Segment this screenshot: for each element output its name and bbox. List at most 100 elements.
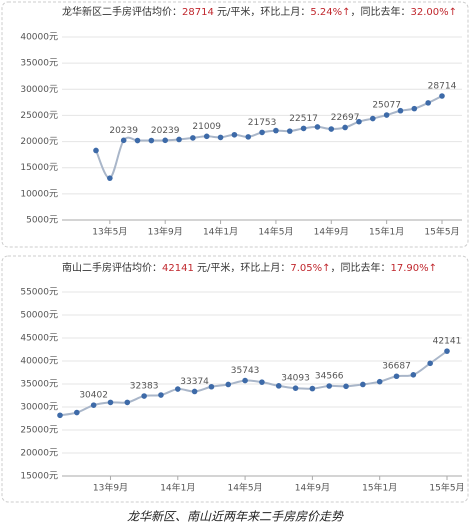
point: [427, 360, 433, 367]
point: [90, 402, 97, 408]
data-label: 25077: [372, 101, 401, 111]
point: [191, 388, 198, 395]
point: [342, 124, 348, 131]
header-yoy-label: ，同比去年：: [351, 5, 411, 18]
y-tick-label: 15000元: [20, 472, 58, 482]
data-label: 20239: [109, 126, 138, 136]
point: [107, 399, 114, 406]
point: [356, 118, 362, 125]
x-tick-label: 15年5月: [424, 226, 459, 238]
point: [124, 399, 131, 406]
y-tick-label: 25000元: [20, 111, 58, 121]
point: [208, 383, 215, 390]
point: [245, 134, 252, 140]
data-label: 34093: [281, 374, 310, 384]
point: [225, 381, 232, 388]
header-yoy: 32.00%↑: [411, 7, 458, 18]
data-label: 32383: [130, 382, 159, 392]
y-tick-label: 10000元: [20, 189, 58, 199]
data-label: 22697: [331, 113, 360, 123]
header: 龙华新区二手房评估均价：28714 元/平米，环比上月：5.24%↑，同比去年：…: [62, 5, 457, 18]
point: [141, 393, 147, 399]
point: [292, 385, 299, 391]
point: [162, 137, 168, 144]
y-tick-label: 15000元: [20, 163, 58, 173]
point: [360, 381, 366, 388]
point: [231, 131, 238, 138]
point: [286, 128, 293, 134]
x-tick-label: 15年1月: [362, 482, 397, 494]
point: [275, 383, 282, 389]
x-tick-label: 13年9月: [148, 226, 183, 238]
point: [425, 100, 431, 106]
point: [370, 115, 376, 122]
header-price: 28714: [182, 7, 214, 18]
header-mom: 7.05%↑: [290, 263, 330, 274]
point: [74, 409, 80, 416]
y-tick-label: 45000元: [20, 334, 58, 344]
x-tick-label: 14年5月: [258, 226, 293, 238]
point: [134, 137, 141, 144]
y-tick-label: 20000元: [20, 449, 58, 459]
x-tick-label: 14年1月: [160, 482, 195, 494]
x-tick-label: 14年9月: [314, 226, 349, 238]
point: [393, 373, 400, 380]
point: [217, 134, 224, 141]
data-label: 36687: [382, 362, 411, 372]
point: [273, 127, 279, 134]
point: [326, 383, 333, 389]
point: [148, 137, 155, 144]
x-tick-label: 13年9月: [93, 482, 128, 494]
point: [314, 124, 321, 130]
y-tick-label: 50000元: [20, 311, 58, 321]
panel-frame: [1, 1, 469, 248]
point: [176, 136, 182, 143]
point: [120, 137, 127, 144]
point: [397, 107, 404, 114]
point: [174, 386, 181, 392]
y-tick-label: 25000元: [20, 426, 58, 436]
y-tick-label: 35000元: [20, 59, 58, 69]
data-label: 34566: [315, 371, 344, 381]
data-label: 33374: [180, 377, 209, 387]
y-tick-label: 55000元: [20, 288, 58, 298]
data-label: 30402: [79, 391, 108, 401]
header-mom: 5.24%↑: [310, 7, 350, 18]
data-label: 42141: [433, 337, 462, 347]
point: [411, 105, 418, 112]
point: [376, 378, 383, 385]
data-label: 20239: [151, 126, 180, 136]
x-tick-label: 15年1月: [369, 226, 404, 238]
y-tick-label: 35000元: [20, 380, 58, 390]
data-label: 35743: [231, 366, 260, 376]
data-label: 22517: [289, 114, 318, 124]
panel-frame: [1, 255, 469, 503]
header-yoy: 17.90%↑: [391, 263, 438, 274]
data-label: 28714: [428, 82, 457, 92]
point: [309, 385, 316, 392]
header-unit: 元/平米，环比上月：: [194, 261, 291, 274]
point: [158, 392, 164, 398]
point: [242, 377, 248, 384]
data-label: 21753: [248, 118, 277, 128]
x-tick-label: 14年1月: [203, 226, 238, 238]
header-title: 南山二手房评估均价：: [62, 261, 162, 274]
point: [343, 383, 349, 390]
x-tick-label: 14年9月: [295, 482, 330, 494]
point: [107, 175, 113, 181]
x-tick-label: 13年5月: [92, 226, 127, 238]
point: [190, 135, 196, 141]
point: [259, 379, 265, 385]
header-yoy-label: ，同比去年：: [331, 261, 391, 274]
point: [300, 125, 307, 132]
point: [93, 147, 99, 154]
y-tick-label: 30000元: [20, 85, 58, 95]
point: [410, 372, 417, 378]
point: [439, 93, 445, 99]
header-price: 42141: [162, 263, 194, 274]
data-label: 21009: [192, 122, 221, 132]
point: [203, 133, 210, 140]
x-tick-label: 14年5月: [227, 482, 262, 494]
y-tick-label: 30000元: [20, 403, 58, 413]
